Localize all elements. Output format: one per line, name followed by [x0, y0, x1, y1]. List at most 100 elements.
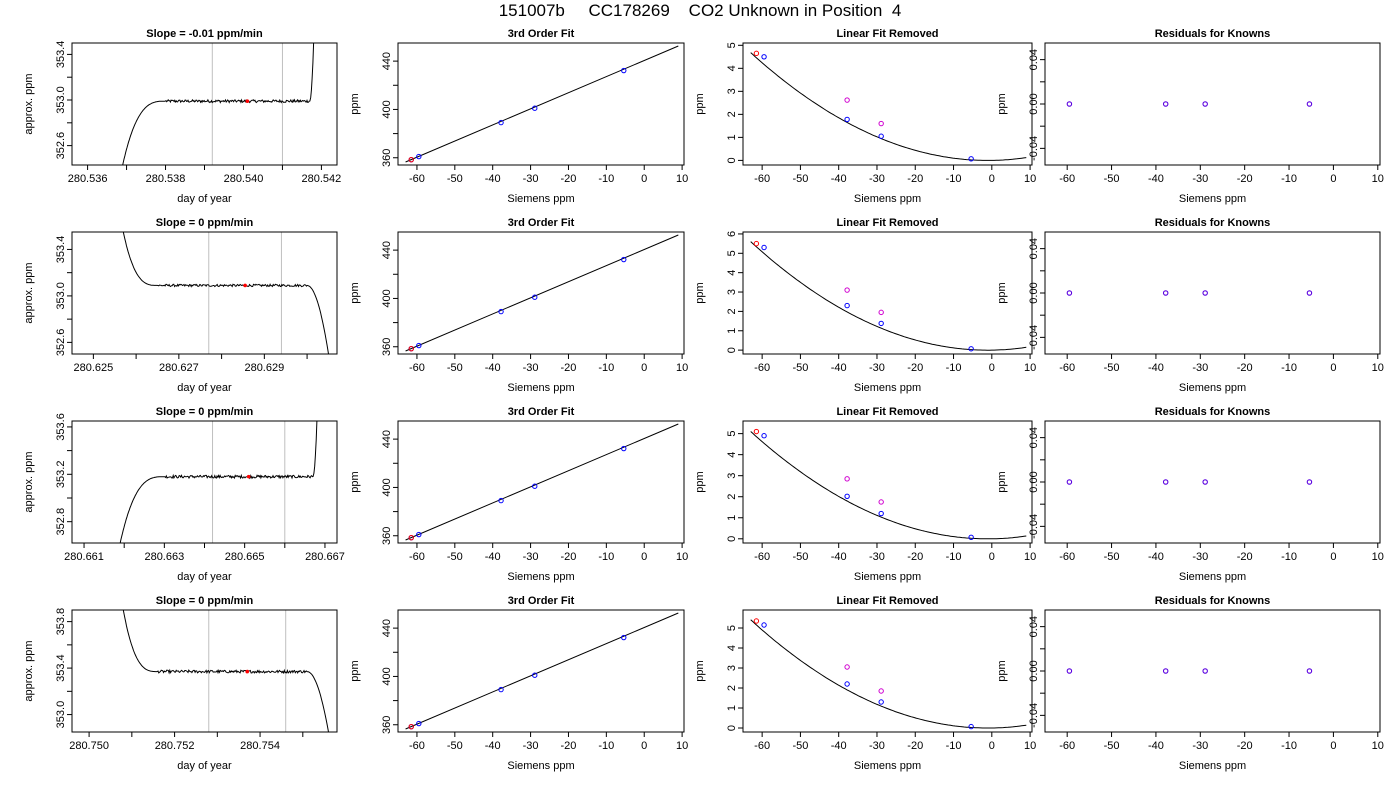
y-tick-label: 0	[726, 536, 738, 542]
unknown-point	[844, 97, 850, 103]
x-axis-label: Siemens ppm	[854, 571, 921, 583]
x-tick-label: -20	[1237, 740, 1253, 752]
sample-point	[408, 723, 414, 730]
y-axis-label: approx. ppm	[23, 640, 35, 701]
y-tick-label: 400	[381, 667, 393, 685]
panel-title: Residuals for Knowns	[1155, 595, 1271, 607]
known-point	[761, 622, 767, 628]
y-tick-label: 2	[726, 308, 738, 314]
y-tick-label: 0.04	[1028, 427, 1040, 448]
known-point	[532, 672, 538, 678]
x-tick-label: -10	[1281, 362, 1297, 374]
y-tick-label: 352.8	[55, 508, 67, 536]
residual-point	[1202, 290, 1208, 296]
y-tick-label: 4	[726, 452, 738, 458]
y-tick-label: 0.00	[1028, 660, 1040, 681]
known-point	[416, 531, 422, 538]
known-point	[416, 153, 422, 160]
x-tick-label: -10	[598, 740, 614, 752]
x-tick-label: -10	[946, 362, 962, 374]
known-point	[532, 294, 538, 300]
known-point	[621, 445, 627, 452]
plot-area	[405, 45, 679, 163]
y-tick-label: 353.4	[55, 236, 67, 264]
x-tick-label: 10	[676, 740, 688, 752]
panel-2-3: Linear Fit Removed -60 -50 -40 -30 -20 -10 0 10 0…	[694, 217, 1036, 394]
y-tick-label: 360	[381, 527, 393, 545]
panel-title: Slope = -0.01 ppm/min	[146, 28, 263, 40]
x-tick-label: -60	[754, 740, 770, 752]
x-tick-label: -10	[1281, 551, 1297, 563]
panel-1-2: 3rd Order Fit -60 -50 -40 -30 -20 -10 0 10 360 400…	[349, 28, 688, 205]
unknown-point	[844, 476, 850, 482]
trace-line	[122, 610, 329, 732]
x-tick-label: -50	[1104, 362, 1120, 374]
unknown-point	[844, 287, 850, 293]
y-tick-label: 352.6	[55, 329, 67, 357]
y-tick-label: 0	[726, 157, 738, 163]
x-tick-label: -20	[907, 740, 923, 752]
panel-2-4: Residuals for Knowns -60 -50 -40 -30 -20 -10 0 1…	[996, 217, 1384, 394]
x-tick-label: -30	[523, 551, 539, 563]
x-tick-label: -30	[1192, 551, 1208, 563]
residual-point	[1162, 101, 1169, 107]
panel-title: Slope = 0 ppm/min	[156, 595, 254, 607]
figure-title: 151007b CC178269 CO2 Unknown in Position…	[498, 1, 902, 20]
known-point	[416, 342, 422, 349]
x-tick-label: 0	[1330, 173, 1336, 185]
x-axis-label: Siemens ppm	[507, 382, 574, 394]
panel-title: Residuals for Knowns	[1155, 28, 1271, 40]
x-tick-label: 0	[989, 173, 995, 185]
known-point	[878, 320, 884, 327]
y-tick-label: 353.2	[55, 461, 67, 489]
panel-title: 3rd Order Fit	[508, 217, 575, 229]
residual-point	[1202, 668, 1208, 674]
plot-frame	[1044, 231, 1381, 355]
y-tick-label: 0.00	[1028, 471, 1040, 492]
x-tick-label: 280.625	[73, 362, 113, 374]
x-tick-label: 10	[1024, 173, 1036, 185]
y-tick-label: 0.04	[1028, 238, 1040, 259]
plot-frame	[397, 420, 685, 544]
mean-marker	[246, 474, 251, 479]
panel-4-4: Residuals for Knowns -60 -50 -40 -30 -20 -10 0 1…	[996, 595, 1384, 772]
y-tick-label: 353.0	[55, 701, 67, 729]
y-tick-label: 0.04	[1028, 616, 1040, 637]
x-tick-label: -30	[1192, 740, 1208, 752]
x-tick-label: -40	[485, 551, 501, 563]
known-point	[761, 433, 767, 439]
residual-point	[1306, 479, 1313, 485]
x-tick-label: -50	[792, 551, 808, 563]
y-tick-label: 440	[381, 430, 393, 448]
sample-point	[408, 156, 414, 163]
fit-line	[405, 234, 679, 352]
x-tick-label: -40	[831, 362, 847, 374]
y-tick-label: 353.4	[55, 41, 67, 69]
y-tick-label: 2	[726, 685, 738, 691]
unknown-point	[878, 120, 884, 127]
x-tick-label: 0	[1330, 740, 1336, 752]
panel-4-3: Linear Fit Removed -60 -50 -40 -30 -20 -10 0 10 0…	[694, 595, 1036, 772]
plot-area	[405, 234, 679, 352]
x-tick-label: 10	[676, 551, 688, 563]
mean-marker	[245, 99, 250, 103]
fit-line	[405, 423, 679, 541]
x-tick-label: -40	[1148, 740, 1164, 752]
y-tick-label: 0.00	[1028, 282, 1040, 303]
x-tick-label: 10	[1024, 740, 1036, 752]
x-tick-label: -20	[561, 173, 577, 185]
panel-3-1: Slope = 0 ppm/min 280.661 280.663 280.665 28…	[23, 406, 345, 583]
x-tick-label: 280.750	[69, 740, 109, 752]
y-tick-label: 400	[381, 289, 393, 307]
y-axis-label: ppm	[349, 93, 361, 114]
plot-area	[750, 428, 1027, 541]
x-tick-label: 10	[1372, 551, 1384, 563]
plot-frame	[71, 42, 338, 166]
panel-title: Residuals for Knowns	[1155, 406, 1271, 418]
plot-frame	[71, 609, 338, 733]
mean-marker	[245, 669, 250, 674]
plot-frame	[397, 609, 685, 733]
x-tick-label: -60	[1059, 173, 1075, 185]
fit-curve	[750, 241, 1027, 351]
panel-title: Slope = 0 ppm/min	[156, 217, 254, 229]
